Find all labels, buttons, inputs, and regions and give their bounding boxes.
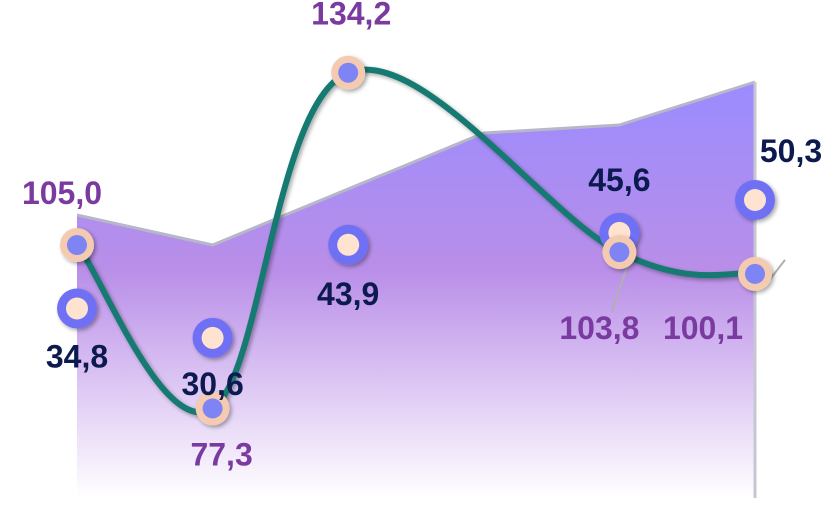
label-layer: 34,8 30,6 43,9 45,6 50,3 105,0 77,3 134,2 103,8 1… [22,0,822,472]
ring-marker-1 [57,288,97,329]
ring-marker-2 [192,317,233,358]
area-layer [76,80,757,498]
dot-label-1: 105,0 [22,175,102,211]
dot-marker-5 [738,256,772,291]
dot-marker-2 [195,391,230,426]
area-fill [77,82,755,498]
dot-label-5: 100,1 [663,310,743,346]
dot-label-3: 134,2 [311,0,391,32]
ring-label-2: 30,6 [181,366,243,402]
dot-label-4: 103,8 [559,310,639,346]
dot-label-2: 77,3 [190,436,252,472]
ring-label-3: 43,9 [317,276,379,312]
dot-marker-3 [331,55,366,90]
area-edge [76,80,756,247]
ring-marker-3 [328,224,369,265]
ring-marker-5 [735,180,775,220]
ring-label-4: 45,6 [588,162,650,198]
marker-layer [57,55,775,426]
dot-marker-4 [602,235,637,270]
dot-marker-1 [60,228,94,262]
ring-label-5: 50,3 [760,133,822,169]
leader-line-1 [610,265,629,313]
ring-label-1: 34,8 [46,339,108,375]
